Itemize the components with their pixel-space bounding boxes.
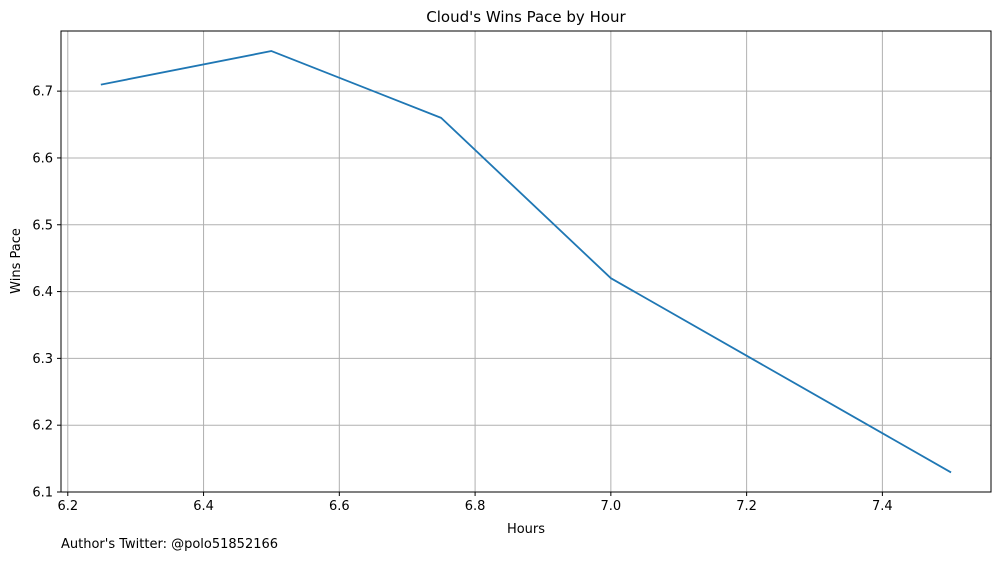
grid (61, 31, 991, 493)
y-tick-label: 6.1 (32, 486, 53, 501)
y-axis-ticks: 6.1 6.2 6.3 6.4 6.5 6.6 6.7 (32, 85, 61, 501)
plot-frame (60, 30, 992, 493)
x-tick-label: 6.4 (193, 499, 214, 514)
x-tick-label: 7.2 (736, 499, 757, 514)
chart-title: Cloud's Wins Pace by Hour (426, 8, 626, 26)
x-tick-label: 7.4 (872, 499, 893, 514)
author-footnote: Author's Twitter: @polo51852166 (61, 537, 279, 552)
x-axis-label: Hours (507, 522, 545, 537)
x-tick-label: 6.6 (329, 499, 350, 514)
series-group (100, 50, 952, 474)
y-axis-label: Wins Pace (9, 228, 24, 294)
plot-background (61, 31, 991, 492)
y-tick-label: 6.2 (32, 419, 53, 434)
x-tick-label: 6.8 (465, 499, 486, 514)
x-axis-ticks: 6.2 6.4 6.6 6.8 7.0 7.2 7.4 (57, 492, 893, 514)
y-tick-label: 6.4 (32, 285, 53, 300)
x-tick-label: 7.0 (601, 499, 622, 514)
y-tick-label: 6.5 (32, 218, 53, 233)
y-tick-label: 6.7 (32, 85, 53, 100)
x-tick-label: 6.2 (57, 499, 78, 514)
y-tick-label: 6.6 (32, 151, 53, 166)
y-tick-label: 6.3 (32, 352, 53, 367)
